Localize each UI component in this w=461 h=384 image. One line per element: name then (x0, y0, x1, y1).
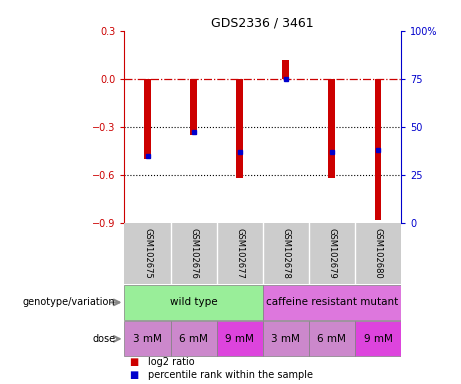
Text: GSM102676: GSM102676 (189, 228, 198, 279)
Bar (355, 321, 401, 356)
Text: 3 mM: 3 mM (272, 334, 300, 344)
Bar (124, 321, 171, 356)
Text: wild type: wild type (170, 297, 218, 308)
Text: log2 ratio: log2 ratio (148, 357, 194, 367)
Bar (282, 60, 290, 79)
Text: genotype/variation: genotype/variation (23, 297, 115, 308)
Title: GDS2336 / 3461: GDS2336 / 3461 (212, 17, 314, 30)
Bar (309, 321, 355, 356)
Text: GSM102680: GSM102680 (373, 228, 383, 279)
Text: 9 mM: 9 mM (225, 334, 254, 344)
Text: 6 mM: 6 mM (179, 334, 208, 344)
Text: dose: dose (92, 334, 115, 344)
Text: percentile rank within the sample: percentile rank within the sample (148, 370, 313, 380)
Text: caffeine resistant mutant: caffeine resistant mutant (266, 297, 398, 308)
Bar (171, 321, 217, 356)
Text: GSM102678: GSM102678 (281, 228, 290, 279)
Text: GSM102675: GSM102675 (143, 228, 152, 279)
Text: GSM102677: GSM102677 (235, 228, 244, 279)
Text: ■: ■ (129, 370, 138, 380)
Bar (263, 321, 309, 356)
Text: 3 mM: 3 mM (133, 334, 162, 344)
Bar (328, 79, 336, 178)
Bar (374, 79, 381, 220)
Text: 6 mM: 6 mM (318, 334, 346, 344)
Bar (124, 285, 263, 320)
Text: ■: ■ (129, 357, 138, 367)
Text: GSM102679: GSM102679 (327, 228, 337, 279)
Bar (190, 79, 197, 135)
Bar (144, 79, 151, 159)
Bar (217, 321, 263, 356)
Bar (263, 285, 401, 320)
Text: 9 mM: 9 mM (364, 334, 392, 344)
Bar (236, 79, 243, 178)
